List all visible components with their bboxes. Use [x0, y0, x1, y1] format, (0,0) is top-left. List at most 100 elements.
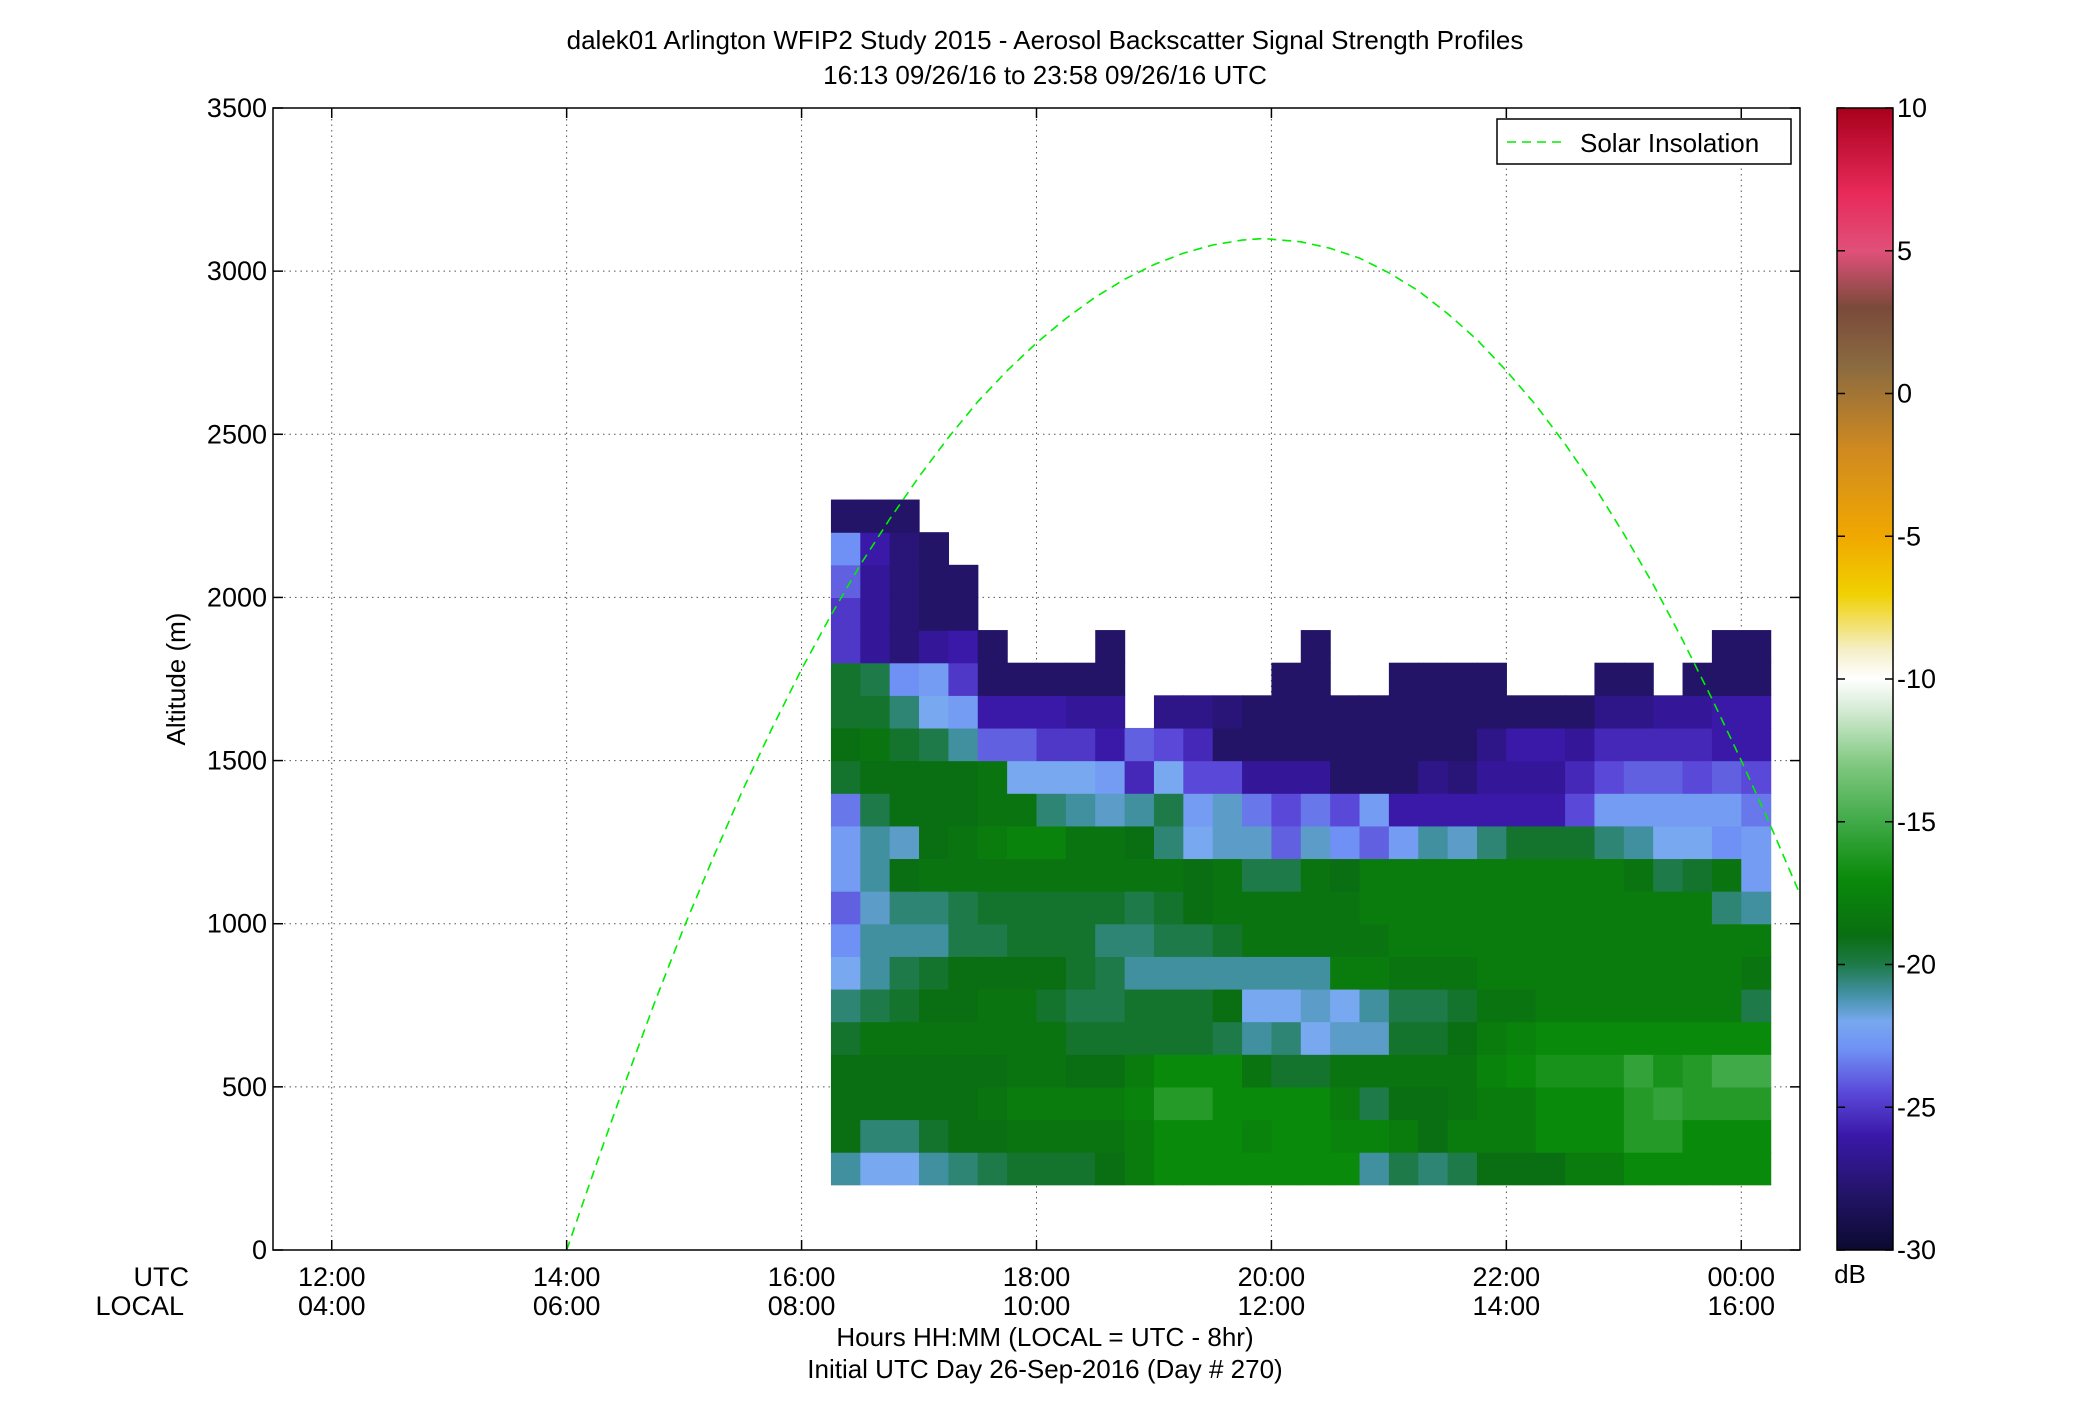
- heatmap-cell: [1300, 825, 1331, 860]
- heatmap-cell: [1653, 1152, 1684, 1186]
- heatmap-cell: [977, 923, 1008, 957]
- x-axis-label-day: Initial UTC Day 26-Sep-2016 (Day # 270): [807, 1354, 1282, 1384]
- heatmap-cell: [919, 1119, 950, 1153]
- heatmap-cell: [1124, 1119, 1155, 1153]
- heatmap-cell: [1535, 695, 1566, 729]
- heatmap-cell: [1271, 825, 1302, 860]
- colorbar-tick-label: 0: [1897, 379, 1912, 409]
- heatmap-cell: [1359, 956, 1390, 990]
- heatmap-cell: [1036, 923, 1067, 957]
- heatmap-cell: [1300, 1152, 1331, 1186]
- local-row-label: LOCAL: [95, 1291, 184, 1321]
- colorbar: [1836, 107, 1894, 1251]
- heatmap-cell: [1212, 956, 1243, 990]
- heatmap-cell: [889, 1054, 920, 1088]
- heatmap-cell: [1535, 1021, 1566, 1055]
- heatmap-cell: [1007, 1119, 1038, 1153]
- heatmap-cell: [1212, 988, 1243, 1023]
- heatmap-cell: [1242, 988, 1273, 1023]
- heatmap-cell: [830, 956, 861, 990]
- heatmap-cell: [1711, 1086, 1742, 1121]
- heatmap-cell: [1653, 988, 1684, 1023]
- heatmap-cell: [1506, 988, 1537, 1023]
- heatmap-cell: [1447, 662, 1478, 696]
- heatmap-cell: [1594, 793, 1625, 827]
- heatmap-cell: [1212, 760, 1243, 794]
- heatmap-cell: [977, 1119, 1008, 1153]
- heatmap-cell: [830, 1119, 861, 1153]
- heatmap-cell: [1594, 727, 1625, 762]
- heatmap-cell: [1653, 1054, 1684, 1088]
- heatmap-cell: [1682, 727, 1713, 762]
- heatmap-cell: [1095, 630, 1126, 664]
- heatmap-cell: [1271, 891, 1302, 925]
- heatmap-cell: [1212, 1021, 1243, 1055]
- heatmap-cell: [860, 1021, 891, 1055]
- heatmap-cell: [860, 923, 891, 957]
- heatmap-cell: [1506, 793, 1537, 827]
- heatmap-cell: [889, 891, 920, 925]
- heatmap-cell: [1212, 1119, 1243, 1153]
- heatmap-cell: [1065, 923, 1096, 957]
- heatmap-cell: [1095, 760, 1126, 794]
- heatmap-cell: [1711, 858, 1742, 892]
- heatmap-cell: [1623, 858, 1654, 892]
- heatmap-cell: [1036, 1152, 1067, 1186]
- heatmap-cell: [1242, 727, 1273, 762]
- heatmap-cell: [1359, 825, 1390, 860]
- heatmap-cell: [1036, 858, 1067, 892]
- heatmap-cell: [1388, 858, 1419, 892]
- heatmap-cell: [919, 793, 950, 827]
- heatmap-cell: [1711, 695, 1742, 729]
- heatmap-cell: [1711, 891, 1742, 925]
- heatmap-cell: [1036, 825, 1067, 860]
- heatmap-cell: [1711, 727, 1742, 762]
- x-tick-label-local: 14:00: [1473, 1291, 1541, 1321]
- colorbar-ticks: -30 -25 -20 -15 -10 -5 0 5 10: [1837, 93, 1936, 1265]
- heatmap-cell: [830, 1021, 861, 1055]
- heatmap-cell: [1653, 891, 1684, 925]
- heatmap-cell: [1300, 923, 1331, 957]
- heatmap-cell: [1388, 956, 1419, 990]
- heatmap-cell: [1741, 956, 1772, 990]
- heatmap-cell: [1447, 1119, 1478, 1153]
- heatmap-cell: [1418, 1021, 1449, 1055]
- heatmap-cell: [1300, 988, 1331, 1023]
- heatmap-cell: [1153, 1152, 1184, 1186]
- heatmap-cell: [1153, 858, 1184, 892]
- heatmap-cell: [1212, 891, 1243, 925]
- heatmap-cell: [1183, 891, 1214, 925]
- heatmap-cell: [948, 597, 979, 631]
- heatmap-cell: [1682, 1152, 1713, 1186]
- heatmap-cell: [977, 630, 1008, 664]
- heatmap-cell: [1447, 858, 1478, 892]
- heatmap-cell: [1095, 1021, 1126, 1055]
- heatmap-cell: [919, 988, 950, 1023]
- heatmap-cell: [1183, 988, 1214, 1023]
- heatmap-cell: [1506, 1152, 1537, 1186]
- heatmap-cell: [860, 988, 891, 1023]
- heatmap-cell: [1183, 793, 1214, 827]
- heatmap-cell: [1711, 1152, 1742, 1186]
- heatmap-cell: [1594, 662, 1625, 696]
- heatmap-cell: [1330, 793, 1361, 827]
- heatmap-cell: [948, 793, 979, 827]
- heatmap-cell: [1682, 1021, 1713, 1055]
- heatmap-cell: [1741, 695, 1772, 729]
- heatmap-cell: [1535, 825, 1566, 860]
- heatmap-cell: [1565, 1054, 1596, 1088]
- heatmap-cell: [1476, 988, 1507, 1023]
- heatmap-cell: [1711, 923, 1742, 957]
- heatmap-cell: [1741, 662, 1772, 696]
- heatmap-cell: [1007, 1086, 1038, 1121]
- y-tick-label: 2000: [207, 582, 267, 612]
- heatmap-cell: [948, 923, 979, 957]
- heatmap-cell: [977, 1021, 1008, 1055]
- heatmap-cell: [1682, 760, 1713, 794]
- x-tick-label-utc: 18:00: [1003, 1262, 1071, 1292]
- colorbar-tick-label: -25: [1897, 1092, 1936, 1122]
- heatmap-cell: [1565, 988, 1596, 1023]
- y-axis-label: Altitude (m): [161, 613, 191, 746]
- heatmap-cell: [830, 858, 861, 892]
